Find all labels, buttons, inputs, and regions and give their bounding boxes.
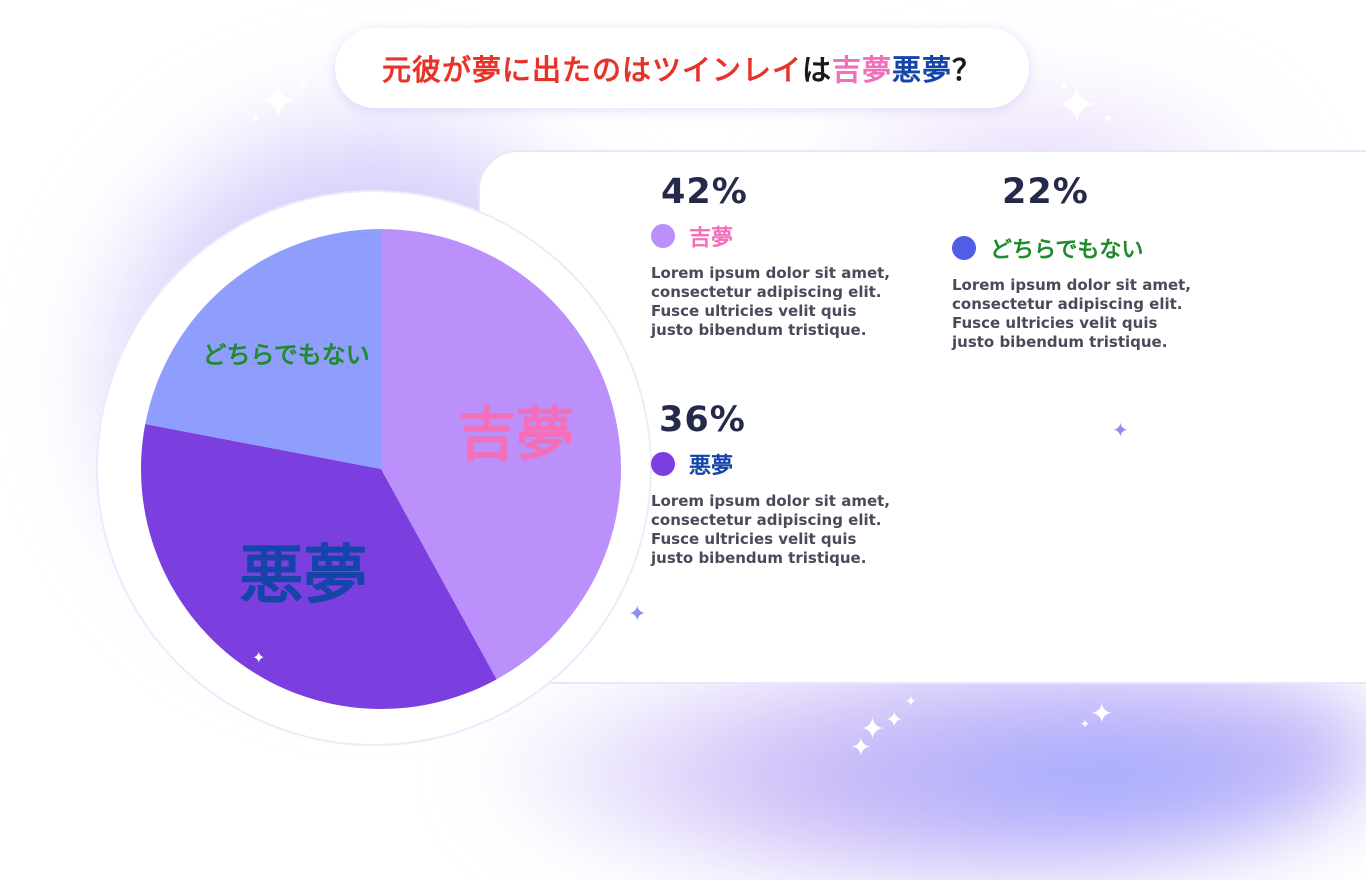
pie-slice-good	[381, 229, 621, 680]
sparkle-icon: ✦	[1055, 76, 1099, 136]
sparkle-icon: ✦	[250, 111, 262, 127]
sparkle-icon: ✦	[860, 712, 886, 747]
legend-item-good: 42% 吉夢 Lorem ipsum dolor sit amet, conse…	[651, 172, 901, 340]
sparkle-icon: ✦	[885, 708, 904, 733]
sparkle-icon: ✦	[850, 733, 872, 763]
sparkle-icon: ✦	[905, 694, 917, 710]
sparkle-icon: ✦	[628, 602, 647, 627]
legend-desc-good: Lorem ipsum dolor sit amet, consectetur …	[651, 264, 890, 339]
legend-percent-good: 42%	[661, 172, 748, 212]
title-part2: は	[801, 53, 832, 87]
pie-label-bad: 悪夢	[239, 538, 367, 613]
legend-item-bad: 36% 悪夢 Lorem ipsum dolor sit amet, conse…	[651, 400, 901, 568]
pie-label-good: 吉夢	[458, 400, 574, 468]
pie-label-neither: どちらでもない	[203, 340, 370, 369]
legend-label-bad: 悪夢	[689, 453, 734, 479]
legend-item-neither: 22% どちらでもない Lorem ipsum dolor sit amet, …	[952, 172, 1202, 352]
sparkle-icon: ✦	[1090, 697, 1114, 730]
sparkle-icon: ✦	[1102, 111, 1114, 127]
legend-label-good: 吉夢	[689, 225, 734, 251]
legend-dot-bad	[651, 452, 675, 476]
title-part4: 悪夢	[892, 53, 953, 87]
sparkle-icon: ✦	[252, 648, 266, 667]
legend-dot-neither	[952, 236, 976, 260]
legend-label-neither: どちらでもない	[990, 237, 1144, 263]
legend-dot-good	[651, 224, 675, 248]
legend-desc-bad: Lorem ipsum dolor sit amet, consectetur …	[651, 492, 890, 567]
title-part1: 元彼が夢に出たのはツインレイ	[381, 53, 802, 87]
legend-percent-neither: 22%	[1002, 172, 1089, 212]
page-title: 元彼が夢に出たのはツインレイは吉夢 悪夢？	[335, 28, 1029, 108]
title-part5: ？	[952, 53, 983, 87]
sparkle-icon: ✦	[296, 76, 310, 95]
pie-slice-neither	[145, 229, 381, 469]
legend-percent-bad: 36%	[659, 400, 746, 440]
pie-slice-bad	[140, 424, 497, 709]
sparkle-icon: ✦	[258, 74, 299, 130]
title-part3: 吉夢	[831, 53, 892, 87]
sparkle-icon: ✦	[1058, 79, 1070, 95]
sparkle-icon: ✦	[1112, 418, 1129, 442]
legend-desc-neither: Lorem ipsum dolor sit amet, consectetur …	[952, 276, 1191, 351]
sparkle-icon: ✦	[1080, 717, 1091, 731]
